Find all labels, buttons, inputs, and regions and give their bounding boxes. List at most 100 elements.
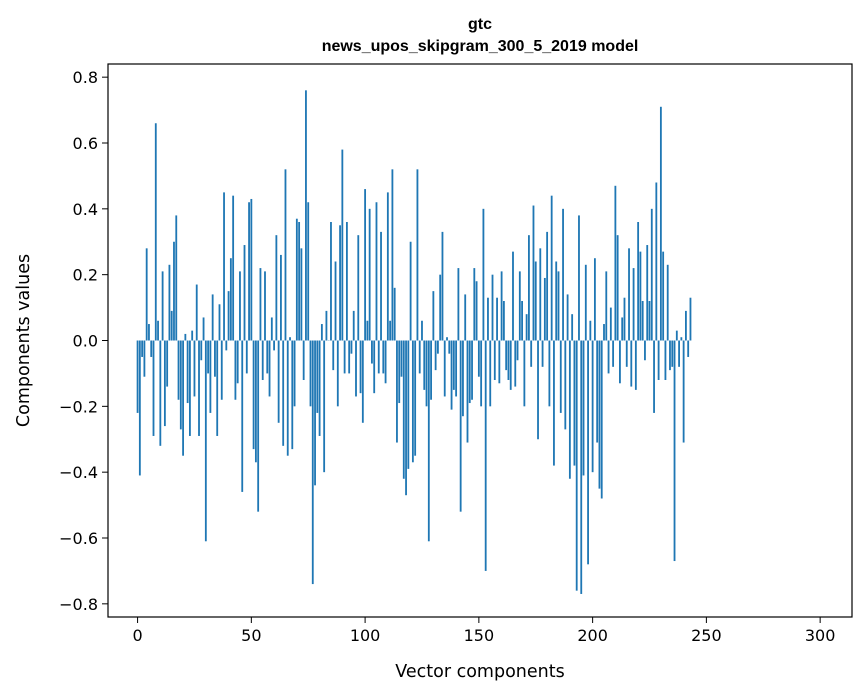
bar-148 xyxy=(473,268,476,341)
bar-53 xyxy=(257,340,260,512)
bar-76 xyxy=(309,340,312,407)
bar-116 xyxy=(400,340,403,377)
bar-186 xyxy=(559,340,562,413)
bar-55 xyxy=(261,340,264,380)
bar-156 xyxy=(491,274,494,341)
plot-frame xyxy=(107,63,853,618)
bar-236 xyxy=(673,340,676,562)
bar-112 xyxy=(391,169,394,341)
bar-110 xyxy=(386,192,389,341)
bar-85 xyxy=(330,222,332,341)
x-tick-label: 100 xyxy=(350,626,381,645)
y-tick-label: −0.6 xyxy=(59,529,98,548)
bar-98 xyxy=(359,340,362,394)
bar-19 xyxy=(179,340,182,430)
bar-145 xyxy=(466,340,469,443)
bar-46 xyxy=(241,340,244,492)
bar-4 xyxy=(145,248,148,341)
bar-71 xyxy=(298,222,301,341)
bar-203 xyxy=(598,340,601,489)
bar-66 xyxy=(286,340,289,456)
bar-155 xyxy=(489,340,492,407)
bar-171 xyxy=(525,314,528,341)
bar-58 xyxy=(268,340,271,397)
bar-78 xyxy=(314,340,316,486)
bar-160 xyxy=(500,271,503,341)
bar-216 xyxy=(628,248,630,341)
bar-90 xyxy=(341,149,344,341)
bar-47 xyxy=(243,245,246,341)
bar-174 xyxy=(532,205,535,341)
bar-114 xyxy=(396,340,398,443)
bar-57 xyxy=(266,340,269,374)
bar-117 xyxy=(402,340,405,479)
bar-62 xyxy=(277,340,280,423)
bar-227 xyxy=(653,340,655,413)
bar-22 xyxy=(186,340,189,404)
bar-70 xyxy=(295,218,298,341)
bar-169 xyxy=(521,301,523,341)
bar-20 xyxy=(182,340,184,456)
bar-105 xyxy=(375,202,378,341)
x-tick-label: 250 xyxy=(691,626,722,645)
x-tick-label: 0 xyxy=(132,626,142,645)
bar-18 xyxy=(177,340,180,400)
bar-124 xyxy=(418,340,421,374)
bar-176 xyxy=(537,340,539,440)
bars-layer xyxy=(136,90,692,594)
bar-241 xyxy=(685,310,687,341)
bar-224 xyxy=(646,245,649,341)
bar-13 xyxy=(166,340,169,387)
bar-68 xyxy=(291,340,294,450)
bar-101 xyxy=(366,320,369,341)
bar-181 xyxy=(548,340,551,407)
bar-237 xyxy=(675,330,678,341)
bar-218 xyxy=(632,268,635,341)
bar-202 xyxy=(596,340,599,443)
bar-206 xyxy=(605,271,608,341)
bar-39 xyxy=(225,340,228,351)
bar-104 xyxy=(373,340,376,394)
bar-61 xyxy=(275,235,278,341)
bar-44 xyxy=(236,340,239,384)
bar-119 xyxy=(407,340,410,469)
bar-88 xyxy=(336,340,339,407)
bar-111 xyxy=(389,320,392,341)
bar-157 xyxy=(493,340,496,380)
bar-126 xyxy=(423,340,426,390)
bar-132 xyxy=(437,340,439,354)
bar-79 xyxy=(316,340,319,413)
bar-54 xyxy=(259,268,262,341)
bar-223 xyxy=(644,340,646,361)
bar-73 xyxy=(302,340,305,380)
bar-7 xyxy=(152,340,155,436)
bar-153 xyxy=(484,340,487,571)
bar-123 xyxy=(416,169,419,341)
bar-128 xyxy=(427,340,430,542)
bar-144 xyxy=(464,294,467,341)
bar-211 xyxy=(616,235,619,341)
bar-27 xyxy=(198,340,200,436)
bar-59 xyxy=(270,317,273,341)
bar-207 xyxy=(607,340,610,374)
chart-title: gtc xyxy=(468,16,492,33)
bar-75 xyxy=(307,202,310,341)
bar-92 xyxy=(345,222,348,341)
bar-43 xyxy=(234,340,237,400)
bar-151 xyxy=(480,340,483,407)
bar-83 xyxy=(325,310,328,341)
bar-210 xyxy=(614,185,617,341)
bar-9 xyxy=(157,320,159,341)
bar-1 xyxy=(138,340,141,476)
bar-107 xyxy=(380,231,382,341)
bar-15 xyxy=(170,310,173,341)
bar-99 xyxy=(361,340,364,423)
bar-42 xyxy=(232,195,235,341)
bar-146 xyxy=(468,340,471,404)
bar-5 xyxy=(148,324,150,341)
bar-225 xyxy=(648,301,651,341)
bar-240 xyxy=(682,340,685,443)
bar-228 xyxy=(655,182,658,341)
bar-232 xyxy=(664,340,667,380)
bar-6 xyxy=(150,340,153,357)
